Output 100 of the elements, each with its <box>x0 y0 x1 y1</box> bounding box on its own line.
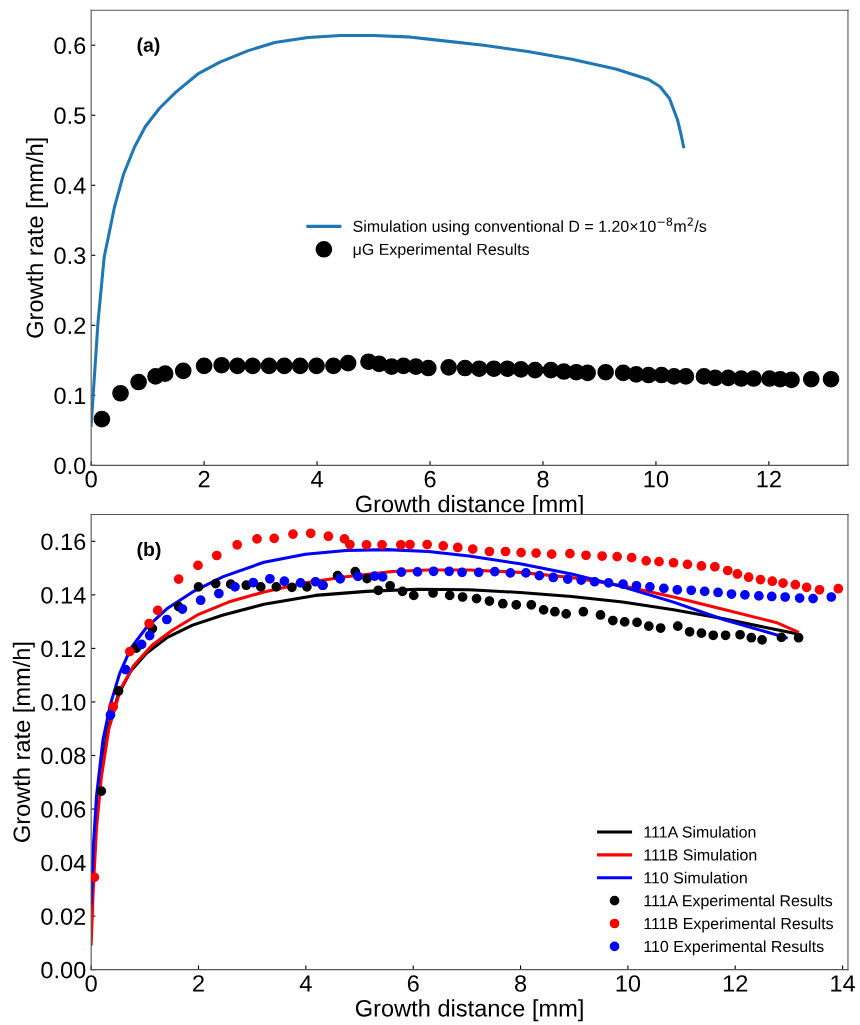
point <box>753 591 764 601</box>
point <box>93 410 111 428</box>
x-tick-label: 8 <box>537 470 549 488</box>
point <box>232 539 243 550</box>
point <box>641 556 652 566</box>
point <box>814 584 825 595</box>
point <box>260 357 278 375</box>
point <box>790 579 801 590</box>
x-axis-title: Growth distance [mm] <box>355 999 583 1022</box>
point <box>720 630 731 641</box>
point <box>161 614 172 625</box>
y-tick-label: 0.08 <box>41 747 86 765</box>
point <box>546 549 557 560</box>
point <box>595 610 606 620</box>
point <box>767 576 778 587</box>
y-tick-label: 0.12 <box>41 640 86 658</box>
point <box>534 570 545 581</box>
point <box>579 364 596 382</box>
point <box>686 585 697 596</box>
point <box>793 632 804 643</box>
point <box>440 358 457 376</box>
point <box>619 617 630 627</box>
point <box>177 604 188 614</box>
point <box>783 371 800 389</box>
x-tick-label: 10 <box>644 470 669 488</box>
point <box>174 362 192 380</box>
point <box>645 581 655 592</box>
point <box>271 581 282 592</box>
point <box>597 363 615 381</box>
point <box>265 573 275 584</box>
point <box>377 572 388 582</box>
point <box>626 552 637 563</box>
point <box>456 359 474 377</box>
point <box>345 539 355 550</box>
point <box>124 646 135 657</box>
point <box>113 686 124 696</box>
point <box>444 590 455 601</box>
point <box>778 578 788 588</box>
point <box>405 539 415 550</box>
point <box>655 623 666 633</box>
point <box>173 574 184 584</box>
y-tick-label: 0.00 <box>41 961 86 979</box>
point <box>526 599 537 610</box>
point <box>578 606 589 617</box>
point <box>746 632 757 643</box>
point <box>801 582 812 593</box>
point <box>484 546 495 557</box>
point <box>279 576 290 587</box>
point <box>561 609 572 619</box>
point <box>275 357 293 375</box>
point <box>516 547 526 558</box>
point <box>822 370 840 388</box>
point <box>484 596 495 606</box>
point <box>412 566 423 577</box>
point <box>353 571 363 582</box>
point <box>444 566 455 577</box>
point <box>632 617 642 628</box>
point <box>156 365 174 382</box>
point <box>457 592 468 602</box>
annotation: (b) <box>137 541 161 561</box>
point <box>408 590 419 601</box>
legend-label: μG Experimental Results <box>353 243 530 259</box>
point <box>295 577 306 588</box>
point <box>120 664 131 675</box>
legend-label: 111B Simulation <box>644 848 757 861</box>
y-tick-label: 0.02 <box>41 908 86 925</box>
x-tick-label: 6 <box>407 975 419 992</box>
point <box>766 591 777 602</box>
point <box>550 606 560 617</box>
point <box>654 556 664 567</box>
point <box>136 639 147 650</box>
point <box>287 582 297 593</box>
point <box>497 598 508 609</box>
point <box>708 630 719 641</box>
x-tick-label: 0 <box>85 975 97 992</box>
point <box>325 357 342 375</box>
x-tick-label: 14 <box>831 975 856 992</box>
point <box>512 361 530 378</box>
point <box>396 567 407 577</box>
point <box>244 357 262 375</box>
point <box>802 370 820 388</box>
point <box>713 587 723 598</box>
point <box>288 529 298 539</box>
point <box>780 592 791 602</box>
point <box>565 548 575 559</box>
legend-label: 111A Simulation <box>644 826 756 838</box>
y-tick-label: 0.04 <box>41 854 86 872</box>
point <box>531 548 541 558</box>
point <box>776 632 787 643</box>
point <box>658 583 669 594</box>
annotation: (a) <box>137 37 160 56</box>
point <box>757 634 767 645</box>
point <box>397 586 408 597</box>
point <box>144 618 154 629</box>
point <box>608 615 618 626</box>
point <box>210 578 221 589</box>
point <box>144 630 155 641</box>
point <box>112 384 129 402</box>
y-axis-title: Growth rate [mm/h] <box>25 138 48 338</box>
y-tick-label: 0.1 <box>54 387 86 405</box>
